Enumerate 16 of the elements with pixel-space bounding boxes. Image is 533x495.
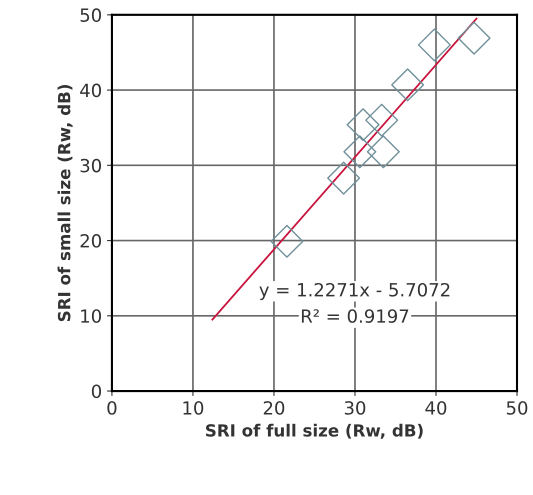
- y-axis-title: SRI of small size (Rw, dB): [58, 85, 73, 322]
- x-tick-label: 30: [344, 401, 366, 415]
- y-tick-label: 40: [80, 84, 102, 98]
- y-tick-label: 30: [80, 158, 102, 172]
- annotation: y = 1.2271x - 5.7072: [259, 282, 450, 300]
- y-tick-label: 0: [92, 384, 102, 398]
- x-tick-label: 0: [107, 401, 116, 415]
- annotation: R² = 0.9197: [302, 309, 408, 323]
- x-tick-label: 40: [425, 401, 446, 415]
- x-tick-label: 50: [506, 401, 528, 415]
- x-tick-label: 10: [183, 401, 204, 415]
- x-axis-title: SRI of full size (Rw, dB): [206, 424, 423, 439]
- y-tick-label: 20: [80, 234, 102, 248]
- y-tick-label: 10: [81, 309, 102, 323]
- y-tick-label: 50: [80, 8, 102, 22]
- x-tick-label: 20: [264, 401, 284, 415]
